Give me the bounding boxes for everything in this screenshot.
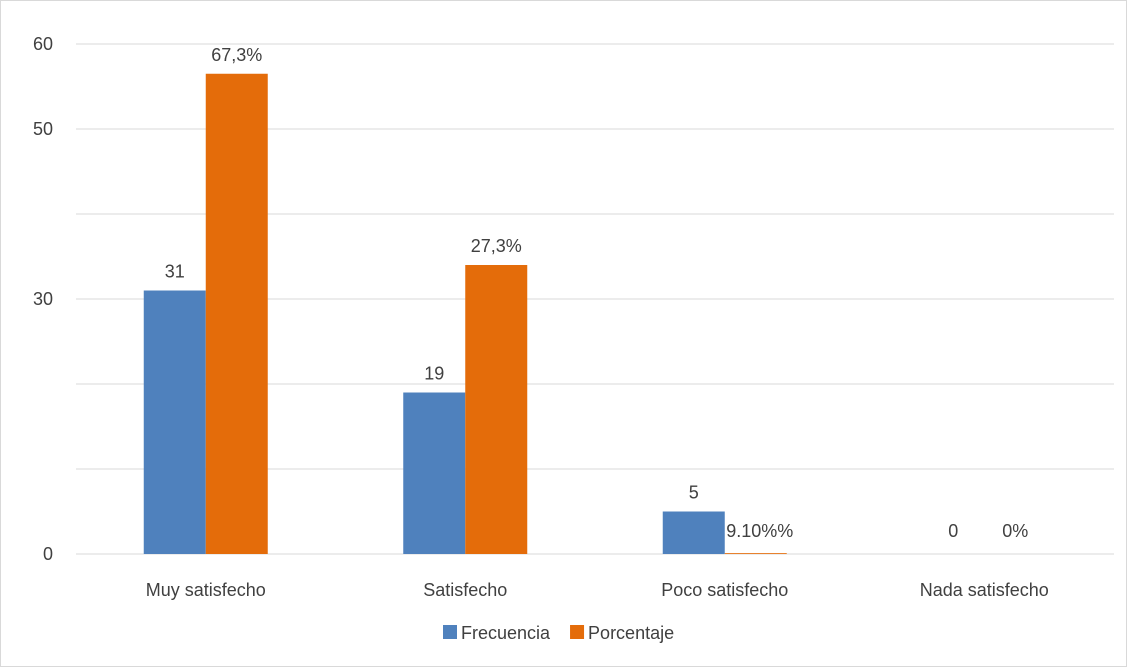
bars (143, 73, 787, 554)
category-label: Poco satisfecho (661, 580, 788, 600)
category-label: Nada satisfecho (920, 580, 1049, 600)
data-label: 67,3% (211, 45, 262, 65)
data-label: 31 (165, 262, 185, 282)
data-label: 9.10%% (726, 521, 793, 541)
data-label: 0 (948, 521, 958, 541)
bar-porcentaje (205, 73, 268, 554)
y-tick-label: 30 (33, 289, 53, 309)
y-tick-label: 50 (33, 119, 53, 139)
legend-swatch (570, 625, 585, 639)
data-label: 19 (424, 364, 444, 384)
legend-swatch (443, 625, 457, 639)
bar-porcentaje (465, 265, 528, 554)
category-label: Muy satisfecho (146, 580, 266, 600)
category-label: Satisfecho (423, 580, 507, 600)
data-label: 0% (1002, 521, 1028, 541)
bar-frecuencia (403, 392, 466, 554)
legend: Frecuencia Porcentaje (443, 623, 674, 643)
bar-frecuencia (662, 511, 725, 554)
legend-label: Porcentaje (588, 623, 674, 643)
legend-label: Frecuencia (461, 623, 551, 643)
data-label: 27,3% (471, 236, 522, 256)
y-tick-label: 60 (33, 34, 53, 54)
y-tick-label: 0 (43, 544, 53, 564)
data-labels: 31 67,3% 19 27,3% 5 9.10%% 0 0% (165, 45, 1029, 541)
y-axis-ticks: 0 30 50 60 (33, 34, 53, 564)
x-axis-categories: Muy satisfecho Satisfecho Poco satisfecho N… (146, 580, 1049, 600)
bar-porcentaje (724, 553, 787, 554)
data-label: 5 (689, 483, 699, 503)
bar-frecuencia (143, 290, 206, 554)
